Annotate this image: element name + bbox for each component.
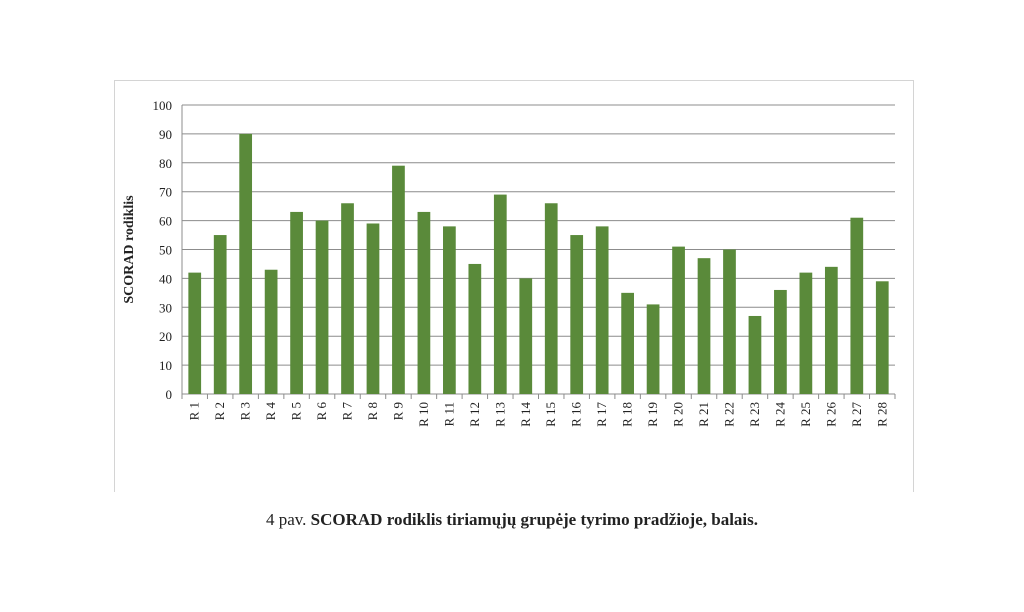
bar [417,211,431,394]
bar-chart: 0 10 20 30 40 50 60 70 80 90 100 SCORAD rodiklis R 1… [122,98,896,427]
x-tick-label: R 25 [798,402,813,427]
y-tick-label: 40 [159,271,172,286]
bar [850,217,864,394]
x-tick-label: R 3 [238,402,253,420]
x-tick-label: R 14 [518,402,533,427]
bar [799,272,813,394]
bar [672,246,685,394]
y-tick-label: 80 [159,156,172,171]
bar [824,266,838,394]
bar [213,235,227,394]
x-tick-label: R 9 [390,402,405,420]
bar [774,289,787,394]
bar [468,263,482,394]
x-tick-label: R 28 [874,402,889,427]
x-tick-label: R 15 [543,402,558,427]
x-tick-label: R 5 [289,402,304,420]
bar [493,194,507,394]
y-tick-label: 60 [159,214,172,229]
x-tick-label: R 24 [772,402,787,427]
bar [519,278,533,394]
chart-frame: 0 10 20 30 40 50 60 70 80 90 100 SCORAD rodiklis R 1… [114,80,914,492]
x-tick-label: R 8 [365,402,380,420]
y-tick-label: 50 [159,243,172,258]
x-tick-label: R 21 [696,402,711,427]
x-tick-label: R 27 [849,402,864,427]
x-tick-label: R 2 [212,402,227,420]
bar [239,133,253,394]
bar [748,315,762,394]
x-tick-label: R 23 [747,402,762,427]
x-tick-label: R 22 [721,402,736,427]
y-tick-label: 90 [159,127,172,142]
bar [290,211,303,394]
bar [570,235,584,394]
x-tick-label: R 11 [441,402,456,426]
bar [697,258,711,394]
x-tick-label: R 17 [594,402,609,427]
bar [544,203,558,394]
bar [341,203,354,394]
bar [392,165,405,394]
x-tick-label: R 20 [671,402,686,427]
caption-title: SCORAD rodiklis tiriamųjų grupėje tyrimo… [310,510,759,529]
x-tick-label: R 19 [645,402,660,427]
x-tick-label: R 10 [416,402,431,427]
y-axis-label: SCORAD rodiklis [122,195,137,304]
x-tick-label: R 7 [340,402,355,421]
x-tick-label: R 4 [263,402,278,421]
y-tick-label: 70 [159,185,172,200]
y-tick-label: 30 [159,300,172,315]
y-tick-label: 0 [166,387,173,402]
x-tick-label: R 13 [492,402,507,427]
figure-caption: 4 pav. SCORAD rodiklis tiriamųjų grupėje… [0,510,1024,530]
x-tick-label: R 6 [314,402,329,421]
bar [264,269,278,394]
x-tick-label: R 1 [187,402,202,420]
x-tick-label: R 12 [467,402,482,427]
y-tick-label: 100 [153,98,173,113]
x-tick-label: R 18 [620,402,635,427]
bar [595,226,609,394]
bar [621,292,634,394]
y-tick-label: 20 [159,329,172,344]
caption-prefix: 4 pav. [265,510,307,529]
bar [315,220,329,394]
bar [366,223,380,394]
bar [443,226,456,394]
bar [723,249,736,394]
bar [646,304,660,394]
bar [875,281,889,394]
x-tick-label: R 16 [569,402,584,427]
x-tick-label: R 26 [823,402,838,427]
y-tick-label: 10 [159,358,172,373]
bar [188,272,202,394]
